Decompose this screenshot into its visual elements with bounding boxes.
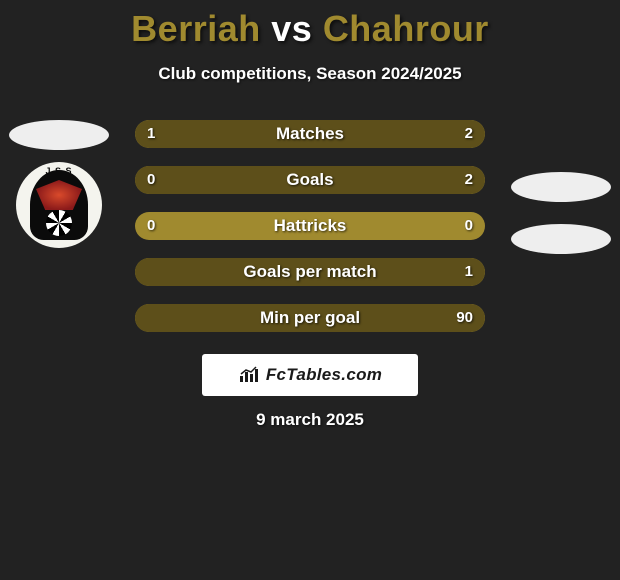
stat-row: Matches1 2	[135, 120, 485, 148]
player1-avatar-placeholder	[9, 120, 109, 150]
date-text: 9 march 2025	[0, 410, 620, 430]
stat-value-right: 90	[456, 304, 473, 332]
stat-row: Goals0 2	[135, 166, 485, 194]
stat-label: Goals per match	[135, 258, 485, 286]
stat-value-right: 2	[465, 166, 473, 194]
title-vs: vs	[271, 8, 312, 49]
stat-label: Goals	[135, 166, 485, 194]
stat-value-left: 1	[147, 120, 155, 148]
page-title: Berriah vs Chahrour	[0, 0, 620, 50]
stat-row: Goals per match1	[135, 258, 485, 286]
subtitle: Club competitions, Season 2024/2025	[0, 64, 620, 84]
soccer-ball-icon	[46, 210, 72, 236]
stat-row: Min per goal90	[135, 304, 485, 332]
stat-label: Min per goal	[135, 304, 485, 332]
brand-badge: FcTables.com	[202, 354, 418, 396]
stat-value-right: 2	[465, 120, 473, 148]
stat-value-left: 0	[147, 166, 155, 194]
stat-label: Matches	[135, 120, 485, 148]
chart-icon	[238, 366, 260, 384]
player1-column: J.S.S	[4, 120, 114, 248]
stat-value-right: 1	[465, 258, 473, 286]
stat-bars: Matches12Goals02Hattricks00Goals per mat…	[135, 120, 485, 350]
stat-label: Hattricks	[135, 212, 485, 240]
stat-value-right: 0	[465, 212, 473, 240]
stat-row: Hattricks0 0	[135, 212, 485, 240]
player1-club-badge: J.S.S	[16, 162, 102, 248]
player2-club-placeholder	[511, 224, 611, 254]
stat-value-left: 0	[147, 212, 155, 240]
title-player1: Berriah	[131, 8, 261, 49]
player2-column	[506, 120, 616, 254]
title-player2: Chahrour	[323, 8, 489, 49]
player2-avatar-placeholder	[511, 172, 611, 202]
brand-text: FcTables.com	[266, 365, 382, 385]
